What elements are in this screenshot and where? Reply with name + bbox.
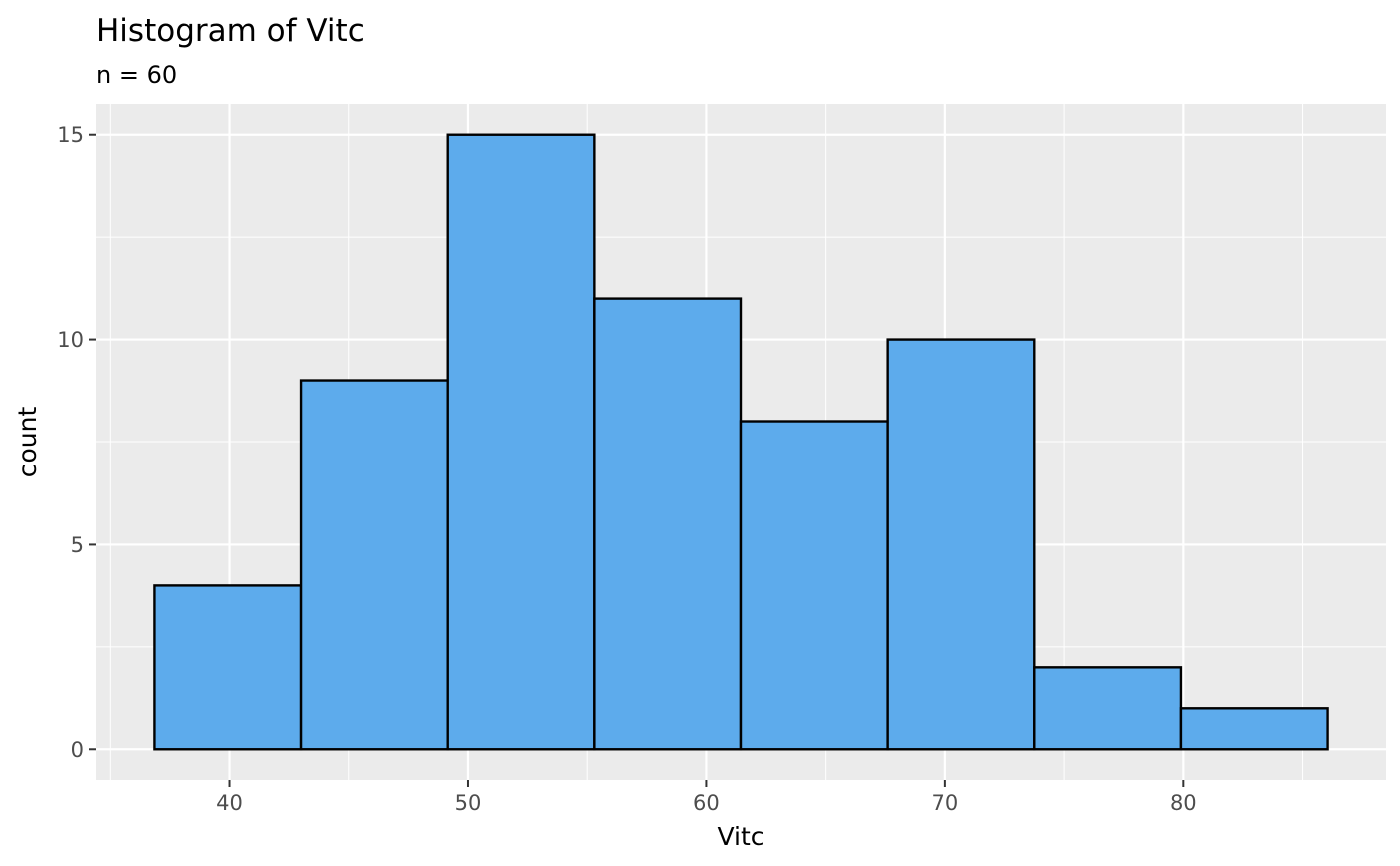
x-tick-label: 80	[1170, 791, 1197, 815]
y-axis: 0 5 10 15	[57, 123, 96, 762]
histogram-bar-2	[299, 379, 449, 751]
y-tick-label: 10	[57, 328, 84, 352]
histogram-bar-6	[886, 338, 1036, 751]
y-tick-label: 15	[57, 123, 84, 147]
histogram-bar-4	[593, 297, 743, 751]
y-tick-label: 0	[71, 738, 84, 762]
x-tick-label: 60	[693, 791, 720, 815]
x-tick-label: 40	[216, 791, 243, 815]
x-axis: 40 50 60 70 80	[216, 780, 1197, 815]
histogram-bar-1	[153, 584, 303, 751]
histogram-bar-7	[1033, 666, 1183, 751]
x-axis-title: Vitc	[717, 822, 764, 851]
histogram-bar-3	[446, 133, 596, 751]
x-tick-label: 70	[932, 791, 959, 815]
y-tick-label: 5	[71, 533, 84, 557]
histogram-bar-5	[739, 420, 889, 751]
y-axis-title: count	[13, 407, 42, 478]
chart-title: Histogram of Vitc	[96, 13, 365, 49]
histogram-bars	[153, 133, 1329, 751]
chart-subtitle: n = 60	[96, 61, 177, 89]
x-tick-label: 50	[455, 791, 482, 815]
histogram-bar-8	[1179, 707, 1329, 751]
